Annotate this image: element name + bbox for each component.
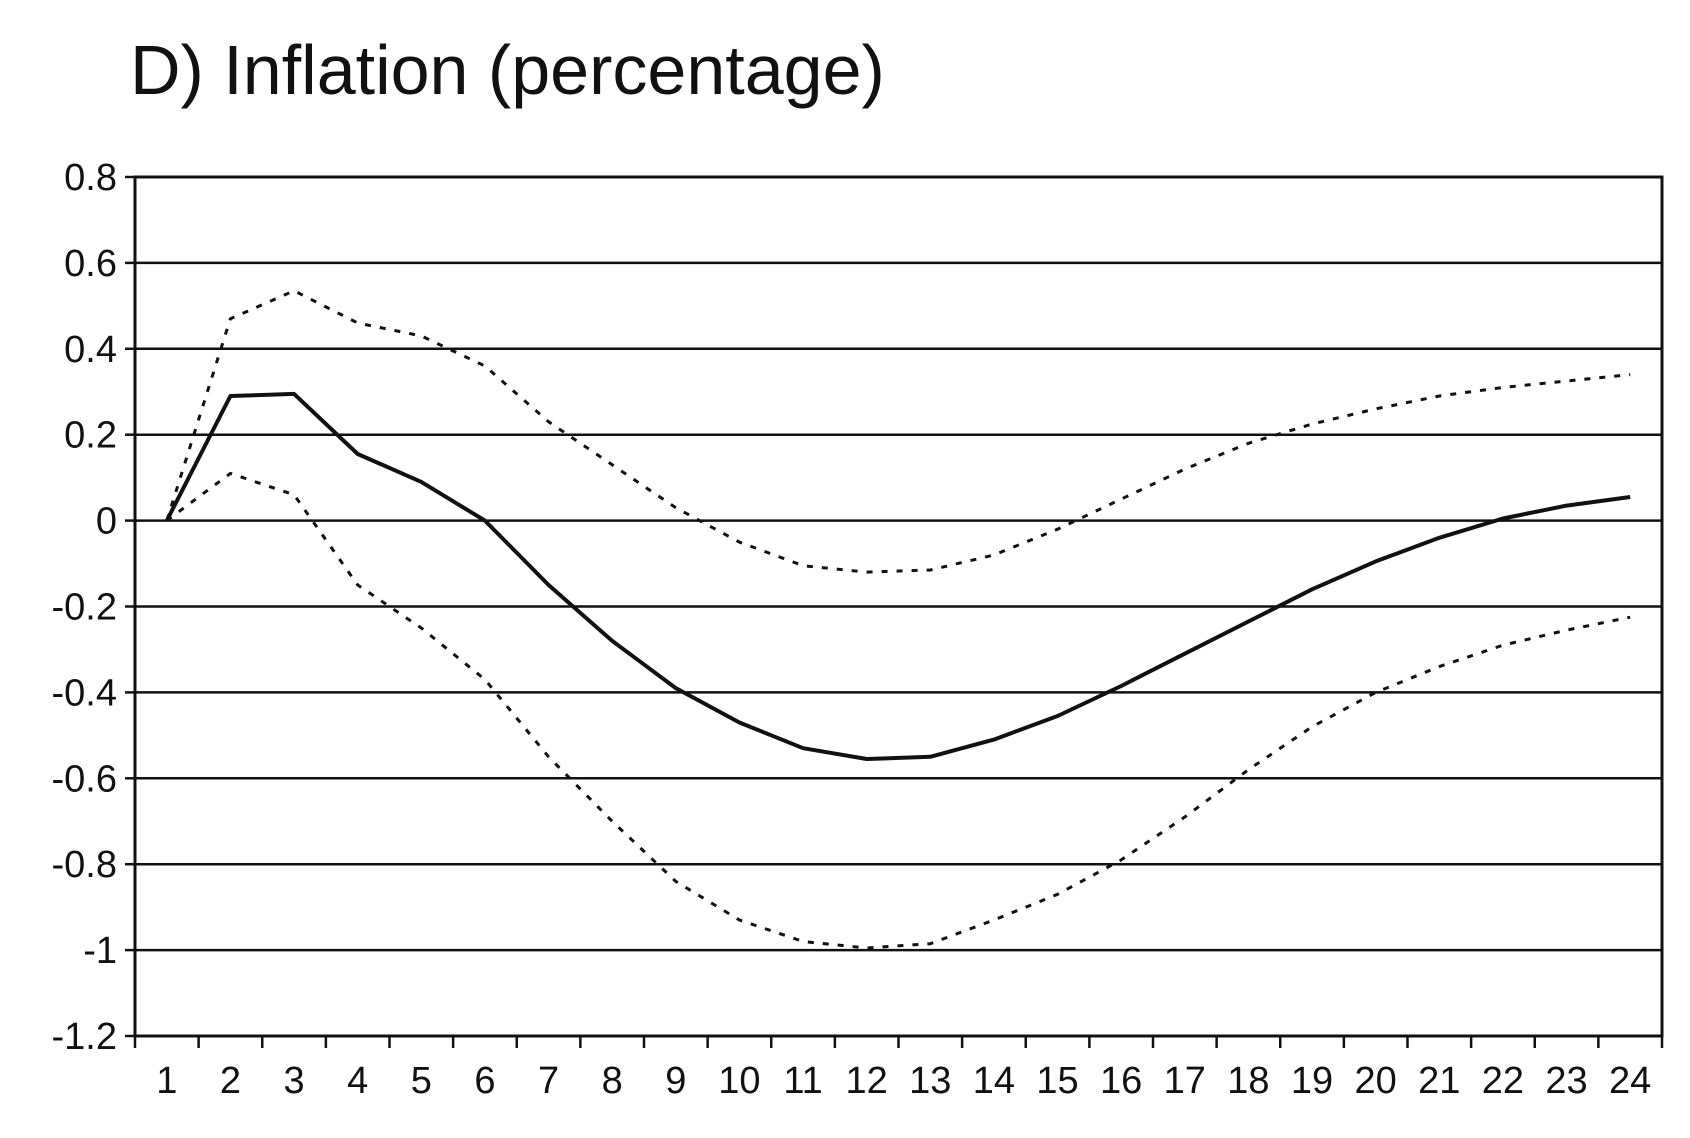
x-tick-label: 10	[718, 1060, 760, 1102]
x-tick-label: 21	[1418, 1060, 1460, 1102]
y-tick-label: -0.4	[52, 672, 117, 714]
y-tick-label: -0.6	[52, 758, 117, 800]
x-tick-label: 7	[538, 1060, 559, 1102]
x-tick-label: 8	[602, 1060, 623, 1102]
x-tick-label: 16	[1100, 1060, 1142, 1102]
y-tick-label: -0.8	[52, 844, 117, 886]
x-tick-label: 4	[347, 1060, 368, 1102]
x-tick-label: 12	[846, 1060, 888, 1102]
y-tick-label: -1.2	[52, 1016, 117, 1058]
x-tick-label: 3	[283, 1060, 304, 1102]
chart-title: D) Inflation (percentage)	[130, 31, 885, 109]
x-tick-label: 15	[1036, 1060, 1078, 1102]
plot-area-frame	[133, 175, 1664, 1038]
y-tick-label: 0	[96, 501, 117, 543]
y-tick-label: 0.4	[64, 329, 117, 371]
series-lines	[165, 289, 1631, 950]
confidence-band-line	[165, 289, 1631, 574]
x-tick-label: 17	[1164, 1060, 1206, 1102]
x-tick-label: 14	[973, 1060, 1015, 1102]
x-axis-ticks: 1 2 3 4 5 6 7 8 9 10 11 12 13 14 15 16 17 18 19 20 21 22 23 24	[133, 1036, 1664, 1102]
y-tick-label: 0.6	[64, 243, 117, 285]
x-tick-label: 18	[1227, 1060, 1269, 1102]
x-tick-label: 11	[783, 1060, 822, 1102]
x-tick-label: 2	[220, 1060, 241, 1102]
y-tick-label: 0.8	[64, 157, 117, 199]
x-tick-label: 13	[909, 1060, 951, 1102]
x-tick-label: 20	[1355, 1060, 1397, 1102]
y-axis-ticks: 0.8 0.6 0.4 0.2 0 -0.2 -0.4 -0.6 -0.8 -1 -1.2	[52, 157, 135, 1058]
y-tick-label: -0.2	[52, 587, 117, 629]
x-tick-label: 9	[665, 1060, 686, 1102]
y-tick-label: -1	[83, 930, 117, 972]
x-tick-label: 1	[156, 1060, 177, 1102]
x-tick-label: 19	[1291, 1060, 1333, 1102]
x-tick-label: 5	[411, 1060, 432, 1102]
x-tick-label: 23	[1545, 1060, 1587, 1102]
x-tick-label: 6	[474, 1060, 495, 1102]
x-tick-label: 24	[1609, 1060, 1651, 1102]
y-tick-label: 0.2	[64, 415, 117, 457]
confidence-band-line	[165, 471, 1631, 950]
impulse-response-line	[165, 391, 1631, 761]
x-tick-label: 22	[1482, 1060, 1524, 1102]
gridlines	[135, 175, 1662, 1038]
